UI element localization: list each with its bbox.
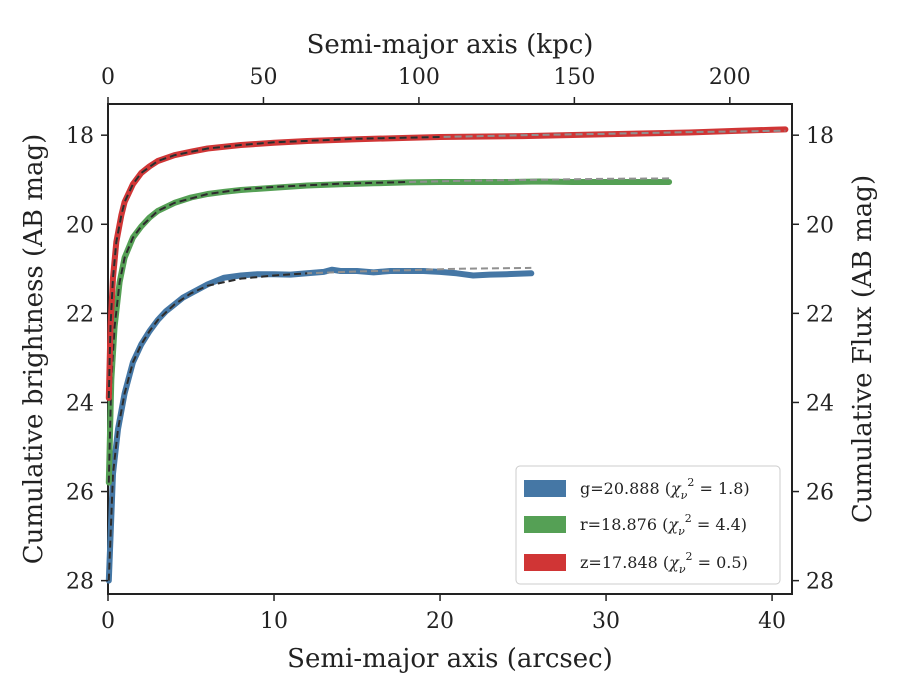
series-layer xyxy=(105,126,789,584)
top-x-tick-label: 150 xyxy=(553,65,595,90)
legend-entry-g: g=20.888 (χν2 = 1.8) xyxy=(524,476,750,502)
legend-swatch-z xyxy=(524,554,566,571)
x-tick-label: 30 xyxy=(592,609,620,634)
legend-label-r: r=18.876 (χν2 = 4.4) xyxy=(580,512,747,538)
series-z-model xyxy=(107,136,441,399)
top-x-tick-label: 100 xyxy=(398,65,440,90)
y-tick-label: 18 xyxy=(66,124,94,149)
y-tick-label: 22 xyxy=(66,302,94,327)
legend-entry-r: r=18.876 (χν2 = 4.4) xyxy=(524,512,747,538)
legend: g=20.888 (χν2 = 1.8) r=18.876 (χν2 = 4.4… xyxy=(515,465,781,585)
y-tick-label: 20 xyxy=(66,213,94,238)
y-tick-label: 28 xyxy=(66,570,94,595)
x-tick-label: 10 xyxy=(260,609,288,634)
legend-box xyxy=(515,465,781,585)
y-tick-label: 24 xyxy=(66,391,94,416)
x-tick-label: 0 xyxy=(101,609,115,634)
legend-label-z: z=17.848 (χν2 = 0.5) xyxy=(580,550,748,576)
right-y-tick-label: 18 xyxy=(806,124,834,149)
x-tick-label: 20 xyxy=(426,609,454,634)
legend-entry-z: z=17.848 (χν2 = 0.5) xyxy=(524,550,748,576)
x-tick-label: 40 xyxy=(758,609,786,634)
y-tick-label: 26 xyxy=(66,481,94,506)
y-axis-title: Cumulative brightness (AB mag) xyxy=(19,134,49,565)
ticks-layer: 0 10 20 30 40 0 50 100 150 200 18 18 20 20 22 22 24 24 26 2… xyxy=(66,65,834,634)
series-r-model xyxy=(107,181,407,483)
top-x-tick-label: 50 xyxy=(249,65,277,90)
right-y-axis-title: Cumulative Flux (AB mag) xyxy=(848,175,878,523)
right-y-tick-label: 20 xyxy=(806,213,834,238)
right-y-tick-label: 24 xyxy=(806,391,834,416)
right-y-tick-label: 28 xyxy=(806,570,834,595)
top-x-tick-label: 0 xyxy=(101,65,115,90)
legend-swatch-r xyxy=(524,516,566,533)
top-x-tick-label: 200 xyxy=(709,65,751,90)
x-axis-title: Semi-major axis (arcsec) xyxy=(287,644,613,674)
right-y-tick-label: 26 xyxy=(806,481,834,506)
right-y-tick-label: 22 xyxy=(806,302,834,327)
top-x-axis-title: Semi-major axis (kpc) xyxy=(307,30,594,60)
legend-label-g: g=20.888 (χν2 = 1.8) xyxy=(580,476,750,502)
series-g-model xyxy=(107,272,308,581)
legend-swatch-g xyxy=(524,480,566,497)
